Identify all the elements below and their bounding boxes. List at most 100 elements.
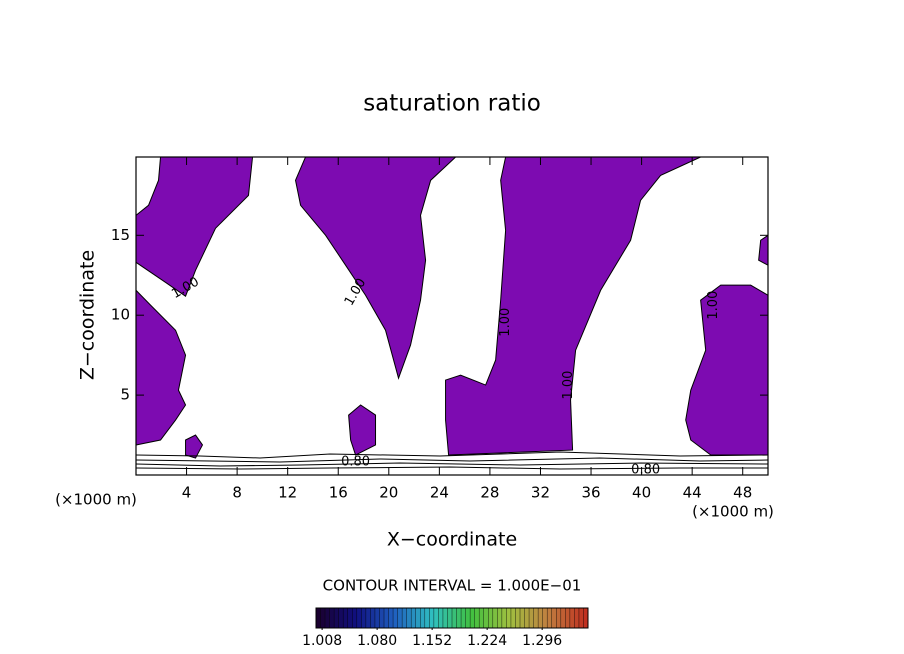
colorbar-cell xyxy=(447,608,453,628)
colorbar-cell xyxy=(556,608,562,628)
colorbar-cell xyxy=(343,608,349,628)
colorbar-cell xyxy=(565,608,571,628)
x-tick-label: 32 xyxy=(531,484,550,502)
y-tick-label: 15 xyxy=(111,226,130,244)
x-tick-label: 12 xyxy=(278,484,297,502)
colorbar-cell xyxy=(420,608,426,628)
x-unit-right: (×1000 m) xyxy=(692,503,774,521)
colorbar-cell xyxy=(583,608,589,628)
saturated-region xyxy=(348,404,377,456)
colorbar-cell xyxy=(393,608,398,628)
x-tick-label: 28 xyxy=(480,484,499,502)
contour-label: 1.00 xyxy=(498,308,513,337)
colorbar-cell xyxy=(510,608,516,628)
colorbar-cell xyxy=(452,608,457,628)
colorbar-cell xyxy=(542,608,548,628)
colorbar-cell xyxy=(325,608,330,628)
colorbar-cell xyxy=(397,608,403,628)
colorbar-cell xyxy=(442,608,448,628)
contour-line xyxy=(135,466,768,470)
colorbar-cell xyxy=(316,608,321,628)
colorbar-cell xyxy=(424,608,430,628)
colorbar-tick-label: 1.224 xyxy=(467,633,507,649)
y-axis-label: Z−coordinate xyxy=(77,250,99,380)
colorbar-cell xyxy=(384,608,389,628)
colorbar-cell xyxy=(538,608,543,628)
colorbar-cell xyxy=(506,608,512,628)
x-unit-left: (×1000 m) xyxy=(55,491,137,509)
plot-area xyxy=(135,156,769,459)
contour-label: 1.00 xyxy=(706,291,721,320)
colorbar-cell xyxy=(501,608,507,628)
colorbar-cell xyxy=(438,608,444,628)
contour-label: 0.80 xyxy=(341,455,370,470)
y-tick-label: 5 xyxy=(120,386,130,404)
saturated-region xyxy=(685,284,769,456)
colorbar-tick-label: 1.152 xyxy=(412,633,452,649)
colorbar-cell xyxy=(483,608,489,628)
colorbar-cell xyxy=(370,608,376,628)
x-tick-label: 24 xyxy=(430,484,449,502)
colorbar-cell xyxy=(488,608,494,628)
contour-label: 0.80 xyxy=(631,463,660,478)
colorbar-cell xyxy=(411,608,417,628)
colorbar-cell xyxy=(361,608,367,628)
colorbar: 1.008 1.080 1.152 1.224 1.296 xyxy=(302,607,589,649)
colorbar-tick-label: 1.080 xyxy=(357,633,397,649)
colorbar-cell xyxy=(338,608,344,628)
colorbar-cell xyxy=(356,608,362,628)
saturated-region xyxy=(185,434,204,459)
colorbar-cell xyxy=(352,608,358,628)
colorbar-cell xyxy=(529,608,534,628)
colorbar-cell xyxy=(547,608,553,628)
colorbar-cell xyxy=(492,608,498,628)
colorbar-cell xyxy=(334,608,339,628)
colorbar-cell xyxy=(515,608,521,628)
x-tick-label: 4 xyxy=(182,484,192,502)
saturated-region xyxy=(135,156,254,297)
chart-title: saturation ratio xyxy=(363,91,541,117)
colorbar-cell xyxy=(465,608,471,628)
saturated-region xyxy=(445,156,701,456)
colorbar-cell xyxy=(474,608,480,628)
colorbar-cell xyxy=(320,608,326,628)
colorbar-cell xyxy=(402,608,407,628)
colorbar-cell xyxy=(429,608,435,628)
colorbar-cell xyxy=(388,608,394,628)
ground-contours xyxy=(135,451,769,470)
colorbar-cell xyxy=(578,608,584,628)
colorbar-cell xyxy=(569,608,575,628)
colorbar-cell xyxy=(533,608,539,628)
colorbar-tick-label: 1.296 xyxy=(522,633,562,649)
colorbar-cell xyxy=(347,608,353,628)
x-tick-label: 36 xyxy=(581,484,600,502)
colorbar-cell xyxy=(479,608,485,628)
saturated-region xyxy=(294,156,457,380)
contour-line xyxy=(135,457,769,463)
colorbar-cell xyxy=(374,608,380,628)
x-tick-label: 20 xyxy=(379,484,398,502)
contour-interval: CONTOUR INTERVAL = 1.000E−01 xyxy=(323,577,582,595)
colorbar-frame xyxy=(315,607,589,629)
x-tick-label: 8 xyxy=(232,484,242,502)
x-tick-label: 48 xyxy=(733,484,752,502)
colorbar-cell xyxy=(524,608,530,628)
x-tick-label: 44 xyxy=(683,484,702,502)
colorbar-cell xyxy=(433,608,439,628)
colorbar-cell xyxy=(379,608,385,628)
colorbar-cell xyxy=(560,608,566,628)
colorbar-cell xyxy=(574,608,580,628)
y-tick-label: 10 xyxy=(111,306,130,324)
saturated-region xyxy=(135,289,187,446)
colorbar-cell xyxy=(406,608,412,628)
contour-line xyxy=(135,451,769,459)
contour-label: 1.00 xyxy=(561,371,576,400)
colorbar-cell xyxy=(551,608,557,628)
x-tick-label: 40 xyxy=(632,484,651,502)
colorbar-tick-label: 1.008 xyxy=(302,633,342,649)
contour-line xyxy=(135,462,769,467)
colorbar-cell xyxy=(461,608,466,628)
colorbar-cell xyxy=(329,608,335,628)
